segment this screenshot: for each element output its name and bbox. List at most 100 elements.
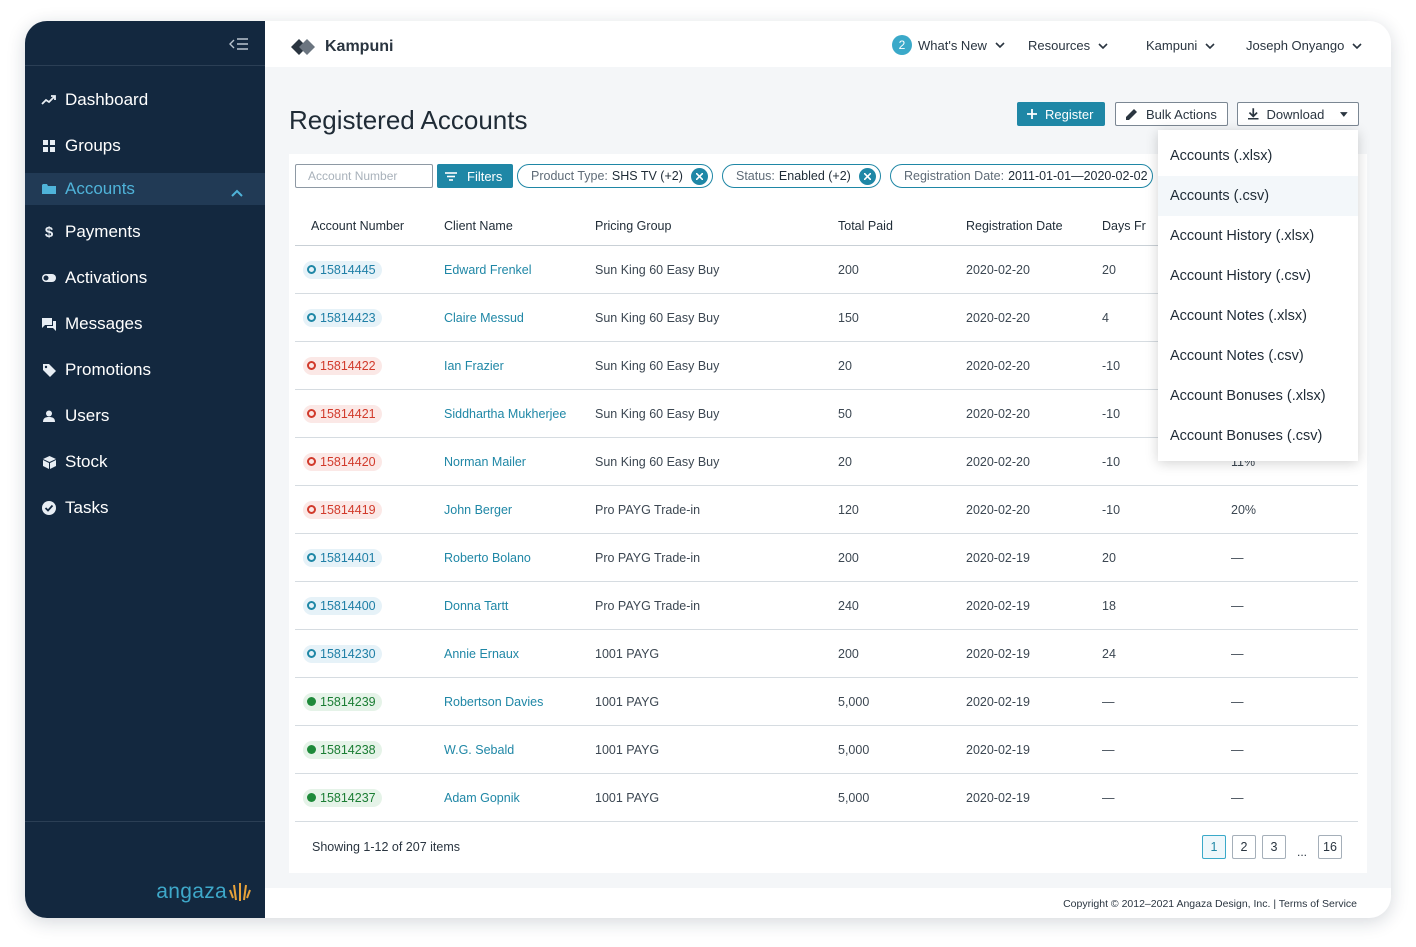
download-menu-item[interactable]: Account Notes (.xlsx) xyxy=(1170,308,1307,324)
client-name-link[interactable]: Donna Tartt xyxy=(444,598,509,613)
whats-new-menu[interactable]: 2 What's New xyxy=(892,35,1005,55)
account-number-badge[interactable]: 15814239 xyxy=(303,692,382,711)
brand-name: angaza xyxy=(156,880,227,903)
account-number-badge[interactable]: 15814423 xyxy=(303,308,382,327)
close-icon[interactable] xyxy=(690,167,708,185)
account-number: 15814420 xyxy=(320,454,376,469)
table-row[interactable]: 15814238 W.G. Sebald 1001 PAYG 5,000 2020-02… xyxy=(295,726,1358,774)
account-number-badge[interactable]: 15814421 xyxy=(303,404,382,423)
filter-chip-status[interactable]: Status: Enabled (+2) xyxy=(722,164,881,188)
search-input[interactable]: Account Number xyxy=(295,164,433,188)
download-menu-item[interactable]: Account Notes (.csv) xyxy=(1170,348,1304,364)
total-paid: 200 xyxy=(838,262,859,277)
column-header-total-paid[interactable]: Total Paid xyxy=(838,218,893,233)
download-menu-item[interactable]: Account Bonuses (.xlsx) xyxy=(1170,388,1326,404)
client-name-link[interactable]: Roberto Bolano xyxy=(444,550,531,565)
column-header-pricing-group[interactable]: Pricing Group xyxy=(595,218,672,233)
client-name-link[interactable]: Annie Ernaux xyxy=(444,646,520,661)
filters-button[interactable]: Filters xyxy=(437,164,513,188)
account-number-badge[interactable]: 15814419 xyxy=(303,500,382,519)
org-menu[interactable]: Kampuni xyxy=(1146,38,1215,53)
account-number-badge[interactable]: 15814237 xyxy=(303,788,382,807)
sidebar-item-stock[interactable]: Stock xyxy=(25,439,265,485)
client-name-link[interactable]: Norman Mailer xyxy=(444,454,526,469)
table-row[interactable]: 15814423 Claire Messud Sun King 60 Easy Bu… xyxy=(295,294,1358,342)
bulk-actions-button[interactable]: Bulk Actions xyxy=(1115,102,1228,126)
sidebar-item-label: Messages xyxy=(65,314,143,333)
client-name-link[interactable]: Siddhartha Mukherjee xyxy=(444,406,567,421)
column-header-days[interactable]: Days Fr xyxy=(1102,218,1146,233)
table-row[interactable]: 15814230 Annie Ernaux 1001 PAYG 200 2020-02-… xyxy=(295,630,1358,678)
sidebar-item-dashboard[interactable]: Dashboard xyxy=(25,77,265,123)
client-name-link[interactable]: John Berger xyxy=(444,502,513,517)
kampuni-logo-icon xyxy=(291,39,315,55)
sidebar-item-users[interactable]: Users xyxy=(25,393,265,439)
client-name-link[interactable]: Claire Messud xyxy=(444,310,524,325)
sidebar-divider xyxy=(25,821,265,822)
table-row[interactable]: 15814400 Donna Tartt Pro PAYG Trade-in 240 2… xyxy=(295,582,1358,630)
percent-value: — xyxy=(1231,646,1244,661)
download-menu-item[interactable]: Account History (.xlsx) xyxy=(1170,228,1315,244)
pricing-group: Sun King 60 Easy Buy xyxy=(595,454,720,469)
account-number-badge[interactable]: 15814230 xyxy=(303,644,382,663)
close-icon[interactable] xyxy=(858,167,876,185)
table-row[interactable]: 15814419 John Berger Pro PAYG Trade-in 120 2… xyxy=(295,486,1358,534)
sidebar-item-tasks[interactable]: Tasks xyxy=(25,485,265,531)
download-menu-item[interactable]: Accounts (.csv) xyxy=(1158,176,1358,216)
page-button[interactable]: 2 xyxy=(1232,835,1256,859)
resources-menu[interactable]: Resources xyxy=(1028,38,1108,53)
sidebar-item-accounts[interactable]: Accounts xyxy=(25,173,265,205)
table-row[interactable]: 15814421 Siddhartha Mukherjee Sun King 60 … xyxy=(295,390,1358,438)
download-icon xyxy=(1248,108,1259,120)
account-number-badge[interactable]: 15814422 xyxy=(303,356,382,375)
account-number-badge[interactable]: 15814445 xyxy=(303,260,382,279)
sidebar-item-payments[interactable]: $ Payments xyxy=(25,209,265,255)
user-menu[interactable]: Joseph Onyango xyxy=(1246,38,1362,53)
sidebar-item-label: Activations xyxy=(65,268,148,287)
status-dot-icon xyxy=(307,313,316,322)
download-menu-item[interactable]: Account History (.csv) xyxy=(1170,268,1311,284)
table-row[interactable]: 15814239 Robertson Davies 1001 PAYG 5,000 20… xyxy=(295,678,1358,726)
table-row[interactable]: 15814445 Edward Frenkel Sun King 60 Easy B… xyxy=(295,246,1358,294)
download-menu-item[interactable]: Accounts (.xlsx) xyxy=(1170,148,1273,164)
column-header-account-number[interactable]: Account Number xyxy=(311,218,405,233)
download-menu-item[interactable]: Account Bonuses (.csv) xyxy=(1170,428,1323,444)
download-button[interactable]: Download xyxy=(1237,102,1359,126)
table-row[interactable]: 15814420 Norman Mailer Sun King 60 Easy Bu… xyxy=(295,438,1358,486)
filter-chip-registration-date[interactable]: Registration Date: 2011-01-01—2020-02-02 xyxy=(890,164,1153,188)
register-button[interactable]: Register xyxy=(1017,102,1105,126)
app-title[interactable]: Kampuni xyxy=(291,38,393,56)
page-button[interactable]: 3 xyxy=(1262,835,1286,859)
filter-chip-product-type[interactable]: Product Type: SHS TV (+2) xyxy=(517,164,713,188)
chevron-up-icon[interactable] xyxy=(231,182,243,202)
percent-value: — xyxy=(1231,742,1244,757)
table-row[interactable]: 15814401 Roberto Bolano Pro PAYG Trade-in 2… xyxy=(295,534,1358,582)
client-name-link[interactable]: W.G. Sebald xyxy=(444,742,515,757)
column-header-client-name[interactable]: Client Name xyxy=(444,218,513,233)
percent-value: — xyxy=(1231,790,1244,805)
table-row[interactable]: 15814237 Adam Gopnik 1001 PAYG 5,000 2020-02… xyxy=(295,774,1358,822)
column-header-registration-date[interactable]: Registration Date xyxy=(966,218,1063,233)
account-number-badge[interactable]: 15814401 xyxy=(303,548,382,567)
page-button[interactable]: 16 xyxy=(1318,835,1342,859)
collapse-sidebar-icon[interactable] xyxy=(229,37,249,53)
client-name-link[interactable]: Robertson Davies xyxy=(444,694,544,709)
account-number-badge[interactable]: 15814400 xyxy=(303,596,382,615)
percent-value: — xyxy=(1231,550,1244,565)
sidebar-item-messages[interactable]: Messages xyxy=(25,301,265,347)
account-number-badge[interactable]: 15814238 xyxy=(303,740,382,759)
sidebar-item-label: Groups xyxy=(65,136,121,155)
client-name-link[interactable]: Edward Frenkel xyxy=(444,262,532,277)
sidebar-item-groups[interactable]: Groups xyxy=(25,123,265,169)
account-number-badge[interactable]: 15814420 xyxy=(303,452,382,471)
days-value: 20 xyxy=(1102,262,1116,277)
chat-icon xyxy=(41,316,57,332)
client-name-link[interactable]: Ian Frazier xyxy=(444,358,504,373)
download-label: Download xyxy=(1266,106,1325,122)
sidebar-item-promotions[interactable]: Promotions xyxy=(25,347,265,393)
days-value: — xyxy=(1102,694,1115,709)
sidebar-item-activations[interactable]: Activations xyxy=(25,255,265,301)
table-row[interactable]: 15814422 Ian Frazier Sun King 60 Easy Buy 2… xyxy=(295,342,1358,390)
page-button[interactable]: 1 xyxy=(1202,835,1226,859)
client-name-link[interactable]: Adam Gopnik xyxy=(444,790,520,805)
